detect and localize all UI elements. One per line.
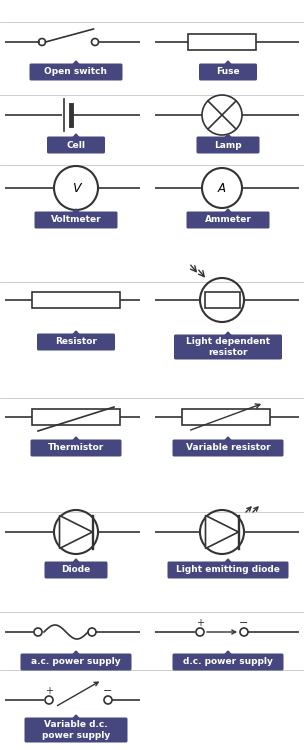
Text: Lamp: Lamp bbox=[214, 140, 242, 149]
Bar bbox=[32, 409, 120, 425]
FancyBboxPatch shape bbox=[20, 653, 132, 670]
Text: Ammeter: Ammeter bbox=[205, 215, 251, 224]
Text: Thermistor: Thermistor bbox=[48, 443, 104, 452]
Polygon shape bbox=[224, 437, 232, 441]
Text: Variable d.c.
power supply: Variable d.c. power supply bbox=[42, 720, 110, 740]
Text: Open switch: Open switch bbox=[44, 68, 108, 76]
Polygon shape bbox=[224, 209, 232, 213]
Polygon shape bbox=[224, 559, 232, 563]
Text: V: V bbox=[72, 182, 80, 194]
FancyBboxPatch shape bbox=[30, 440, 122, 457]
Polygon shape bbox=[72, 651, 80, 655]
Circle shape bbox=[54, 166, 98, 210]
Polygon shape bbox=[224, 61, 232, 65]
Polygon shape bbox=[224, 134, 232, 138]
Polygon shape bbox=[72, 559, 80, 563]
Bar bbox=[182, 409, 270, 425]
Text: Light dependent
resistor: Light dependent resistor bbox=[186, 337, 270, 357]
Circle shape bbox=[202, 168, 242, 208]
Text: +: + bbox=[196, 618, 204, 628]
FancyBboxPatch shape bbox=[172, 653, 284, 670]
Text: Light emitting diode: Light emitting diode bbox=[176, 566, 280, 574]
FancyBboxPatch shape bbox=[47, 136, 105, 154]
FancyBboxPatch shape bbox=[168, 562, 288, 578]
Polygon shape bbox=[72, 61, 80, 65]
Text: Resistor: Resistor bbox=[55, 338, 97, 346]
FancyBboxPatch shape bbox=[29, 64, 123, 80]
FancyBboxPatch shape bbox=[44, 562, 108, 578]
Bar bbox=[32, 292, 120, 308]
Text: Variable resistor: Variable resistor bbox=[186, 443, 270, 452]
Polygon shape bbox=[72, 209, 80, 213]
Text: Voltmeter: Voltmeter bbox=[51, 215, 101, 224]
Text: Diode: Diode bbox=[61, 566, 91, 574]
Bar bbox=[205, 292, 240, 308]
Text: a.c. power supply: a.c. power supply bbox=[31, 658, 121, 667]
Polygon shape bbox=[72, 331, 80, 335]
Text: +: + bbox=[45, 686, 53, 696]
FancyBboxPatch shape bbox=[172, 440, 284, 457]
Polygon shape bbox=[224, 332, 232, 336]
Polygon shape bbox=[72, 437, 80, 441]
Text: Fuse: Fuse bbox=[216, 68, 240, 76]
Text: −: − bbox=[103, 686, 113, 696]
Text: −: − bbox=[239, 618, 249, 628]
Text: d.c. power supply: d.c. power supply bbox=[183, 658, 273, 667]
FancyBboxPatch shape bbox=[37, 334, 115, 350]
Polygon shape bbox=[224, 651, 232, 655]
Polygon shape bbox=[72, 134, 80, 138]
Text: A: A bbox=[218, 182, 226, 194]
FancyBboxPatch shape bbox=[25, 718, 127, 742]
FancyBboxPatch shape bbox=[186, 211, 270, 229]
Polygon shape bbox=[60, 515, 92, 548]
FancyBboxPatch shape bbox=[196, 136, 260, 154]
Polygon shape bbox=[72, 715, 80, 719]
Polygon shape bbox=[206, 515, 239, 548]
FancyBboxPatch shape bbox=[199, 64, 257, 80]
FancyBboxPatch shape bbox=[34, 211, 118, 229]
FancyBboxPatch shape bbox=[174, 334, 282, 359]
Text: Cell: Cell bbox=[67, 140, 85, 149]
Bar bbox=[188, 34, 256, 50]
